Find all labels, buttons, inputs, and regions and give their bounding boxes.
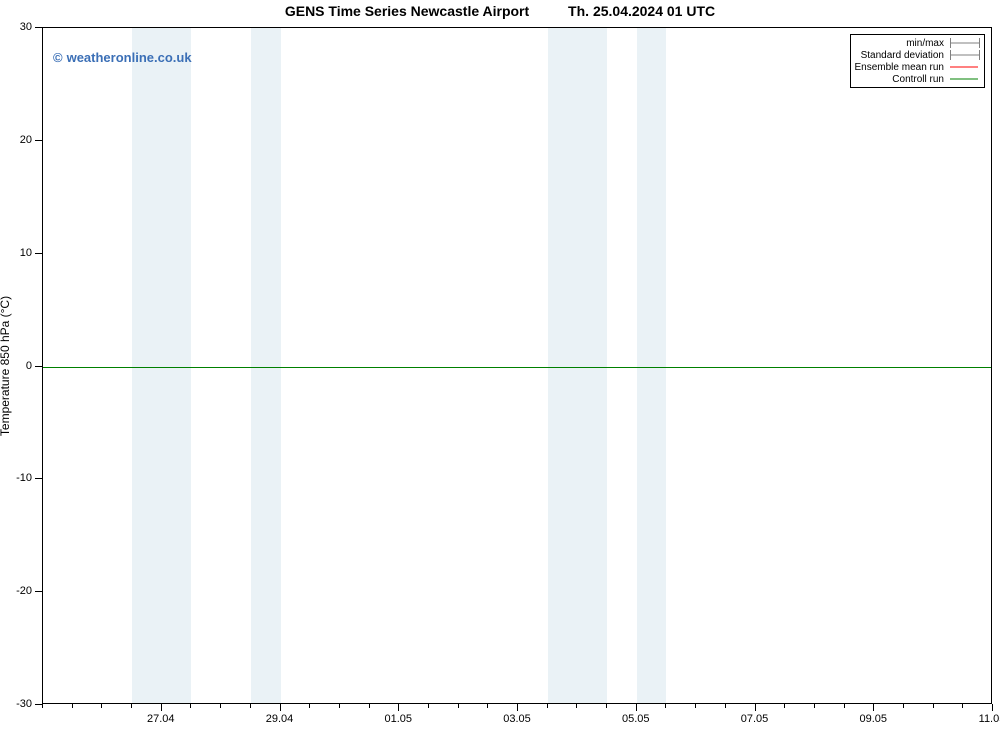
x-minor-tick-mark [161,704,162,708]
legend-item-label: min/max [906,38,944,49]
legend-swatch [950,74,978,84]
shaded-band [132,28,191,703]
x-minor-tick-mark [992,704,993,708]
x-minor-tick-mark [101,704,102,708]
x-minor-tick-mark [844,704,845,708]
shaded-band [251,28,281,703]
y-tick-mark [35,704,42,705]
x-minor-tick-mark [487,704,488,708]
y-tick-label: 30 [0,21,32,33]
legend-item: Controll run [855,73,979,85]
controll-run-line [43,367,991,368]
y-tick-mark [35,27,42,28]
x-tick-label: 03.05 [503,713,531,725]
x-minor-tick-mark [933,704,934,708]
x-minor-tick-mark [606,704,607,708]
chart-title: GENS Time Series Newcastle Airport Th. 2… [0,3,1000,19]
x-minor-tick-mark [903,704,904,708]
x-minor-tick-mark [695,704,696,708]
copyright-icon: © [53,50,63,65]
legend-item-label: Standard deviation [861,50,944,61]
x-minor-tick-mark [398,704,399,708]
y-tick-label: 20 [0,134,32,146]
y-tick-label: -10 [0,472,32,484]
x-tick-label: 07.05 [741,713,769,725]
x-minor-tick-mark [725,704,726,708]
legend-item-label: Controll run [892,74,944,85]
y-tick-mark [35,140,42,141]
x-tick-label: 29.04 [266,713,294,725]
legend: min/maxStandard deviationEnsemble mean r… [850,34,986,88]
x-minor-tick-mark [280,704,281,708]
legend-item: Standard deviation [855,49,979,61]
x-tick-label: 05.05 [622,713,650,725]
y-tick-label: -30 [0,698,32,710]
y-tick-label: 10 [0,247,32,259]
x-minor-tick-mark [547,704,548,708]
watermark: © weatheronline.co.uk [53,50,192,65]
watermark-text: weatheronline.co.uk [67,50,192,65]
x-minor-tick-mark [665,704,666,708]
x-minor-tick-mark [814,704,815,708]
y-tick-mark [35,253,42,254]
plot-area: min/maxStandard deviationEnsemble mean r… [42,27,992,704]
x-minor-tick-mark [369,704,370,708]
y-tick-label: 0 [0,360,32,372]
x-minor-tick-mark [784,704,785,708]
x-minor-tick-mark [458,704,459,708]
x-minor-tick-mark [220,704,221,708]
x-minor-tick-mark [339,704,340,708]
x-minor-tick-mark [517,704,518,708]
x-minor-tick-mark [72,704,73,708]
x-minor-tick-mark [131,704,132,708]
shaded-band [548,28,607,703]
x-minor-tick-mark [576,704,577,708]
x-minor-tick-mark [190,704,191,708]
x-tick-label: 01.05 [384,713,412,725]
x-minor-tick-mark [636,704,637,708]
x-minor-tick-mark [428,704,429,708]
x-minor-tick-mark [42,704,43,708]
legend-swatch [950,62,978,72]
y-tick-label: -20 [0,585,32,597]
legend-swatch [950,38,978,48]
x-minor-tick-mark [250,704,251,708]
y-tick-mark [35,478,42,479]
legend-item: Ensemble mean run [855,61,979,73]
legend-item-label: Ensemble mean run [855,62,945,73]
x-minor-tick-mark [873,704,874,708]
legend-item: min/max [855,37,979,49]
x-minor-tick-mark [962,704,963,708]
x-tick-label: 11.05 [979,713,1000,725]
shaded-band [637,28,667,703]
y-tick-mark [35,591,42,592]
x-minor-tick-mark [309,704,310,708]
chart-container: GENS Time Series Newcastle Airport Th. 2… [0,0,1000,733]
legend-swatch [950,50,978,60]
x-tick-label: 27.04 [147,713,175,725]
x-minor-tick-mark [755,704,756,708]
x-tick-label: 09.05 [859,713,887,725]
y-tick-mark [35,366,42,367]
